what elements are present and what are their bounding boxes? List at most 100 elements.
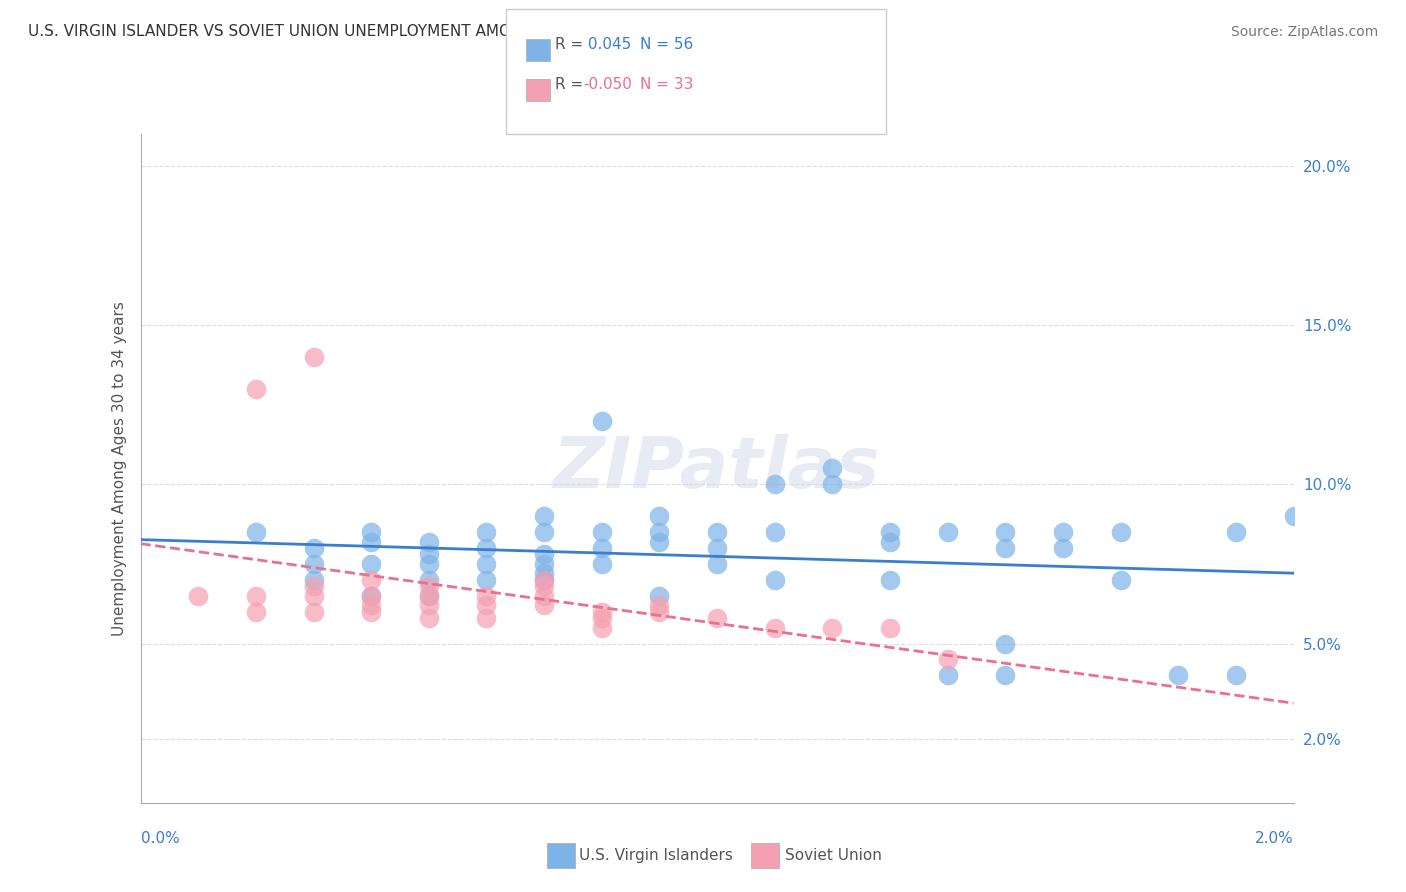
Point — [763, 524, 786, 539]
Point — [418, 557, 440, 571]
Point — [360, 573, 382, 587]
Point — [591, 605, 613, 619]
Point — [302, 573, 325, 587]
Point — [994, 668, 1017, 682]
Text: ZIPatlas: ZIPatlas — [554, 434, 880, 503]
Point — [245, 605, 267, 619]
Point — [418, 534, 440, 549]
Point — [706, 557, 728, 571]
Point — [763, 621, 786, 635]
Point — [821, 621, 844, 635]
Point — [591, 541, 613, 555]
Point — [302, 557, 325, 571]
Point — [360, 557, 382, 571]
Point — [591, 611, 613, 625]
Point — [763, 477, 786, 491]
Point — [475, 599, 498, 613]
Point — [418, 589, 440, 603]
Point — [533, 547, 555, 561]
Point — [994, 524, 1017, 539]
Point — [533, 573, 555, 587]
Text: R =: R = — [555, 78, 583, 92]
Text: Source: ZipAtlas.com: Source: ZipAtlas.com — [1230, 25, 1378, 38]
Point — [533, 589, 555, 603]
Text: N = 33: N = 33 — [640, 78, 693, 92]
Point — [302, 350, 325, 364]
Point — [1052, 541, 1074, 555]
Point — [591, 621, 613, 635]
Point — [533, 524, 555, 539]
Point — [245, 589, 267, 603]
Point — [418, 599, 440, 613]
Point — [360, 589, 382, 603]
Point — [648, 524, 671, 539]
Point — [648, 605, 671, 619]
Point — [418, 573, 440, 587]
Point — [418, 547, 440, 561]
Point — [475, 524, 498, 539]
Point — [879, 573, 901, 587]
Point — [936, 652, 959, 666]
Point — [1109, 524, 1132, 539]
Point — [648, 599, 671, 613]
Point — [475, 573, 498, 587]
Point — [706, 611, 728, 625]
Text: U.S. VIRGIN ISLANDER VS SOVIET UNION UNEMPLOYMENT AMONG AGES 30 TO 34 YEARS CORR: U.S. VIRGIN ISLANDER VS SOVIET UNION UNE… — [28, 24, 880, 38]
Point — [648, 534, 671, 549]
Point — [821, 477, 844, 491]
Point — [533, 573, 555, 587]
Point — [994, 636, 1017, 650]
Point — [1167, 668, 1189, 682]
Point — [360, 534, 382, 549]
Point — [418, 589, 440, 603]
Point — [418, 579, 440, 593]
Point — [879, 621, 901, 635]
Point — [591, 413, 613, 427]
Point — [475, 541, 498, 555]
Text: 0.0%: 0.0% — [141, 831, 180, 846]
Point — [879, 534, 901, 549]
Point — [360, 524, 382, 539]
Point — [533, 599, 555, 613]
Point — [533, 509, 555, 524]
Text: 2.0%: 2.0% — [1254, 831, 1294, 846]
Point — [648, 509, 671, 524]
Text: Soviet Union: Soviet Union — [785, 848, 882, 863]
Point — [475, 611, 498, 625]
Point — [302, 541, 325, 555]
Point — [1225, 668, 1247, 682]
Point — [591, 557, 613, 571]
Point — [360, 605, 382, 619]
Point — [533, 566, 555, 581]
Point — [1225, 524, 1247, 539]
Point — [302, 605, 325, 619]
Text: 0.045: 0.045 — [583, 37, 631, 52]
Point — [533, 579, 555, 593]
Point — [187, 589, 209, 603]
Point — [245, 524, 267, 539]
Text: -0.050: -0.050 — [583, 78, 633, 92]
Point — [648, 589, 671, 603]
Text: U.S. Virgin Islanders: U.S. Virgin Islanders — [579, 848, 733, 863]
Point — [1109, 573, 1132, 587]
Point — [994, 541, 1017, 555]
Point — [475, 557, 498, 571]
Point — [936, 668, 959, 682]
Point — [706, 524, 728, 539]
Point — [302, 589, 325, 603]
Point — [1052, 524, 1074, 539]
Point — [418, 611, 440, 625]
Y-axis label: Unemployment Among Ages 30 to 34 years: Unemployment Among Ages 30 to 34 years — [111, 301, 127, 636]
Text: N = 56: N = 56 — [640, 37, 693, 52]
Point — [533, 557, 555, 571]
Point — [879, 524, 901, 539]
Point — [1282, 509, 1305, 524]
Point — [821, 461, 844, 475]
Point — [706, 541, 728, 555]
Point — [591, 524, 613, 539]
Point — [475, 589, 498, 603]
Text: R =: R = — [555, 37, 583, 52]
Point — [936, 524, 959, 539]
Point — [302, 579, 325, 593]
Point — [763, 573, 786, 587]
